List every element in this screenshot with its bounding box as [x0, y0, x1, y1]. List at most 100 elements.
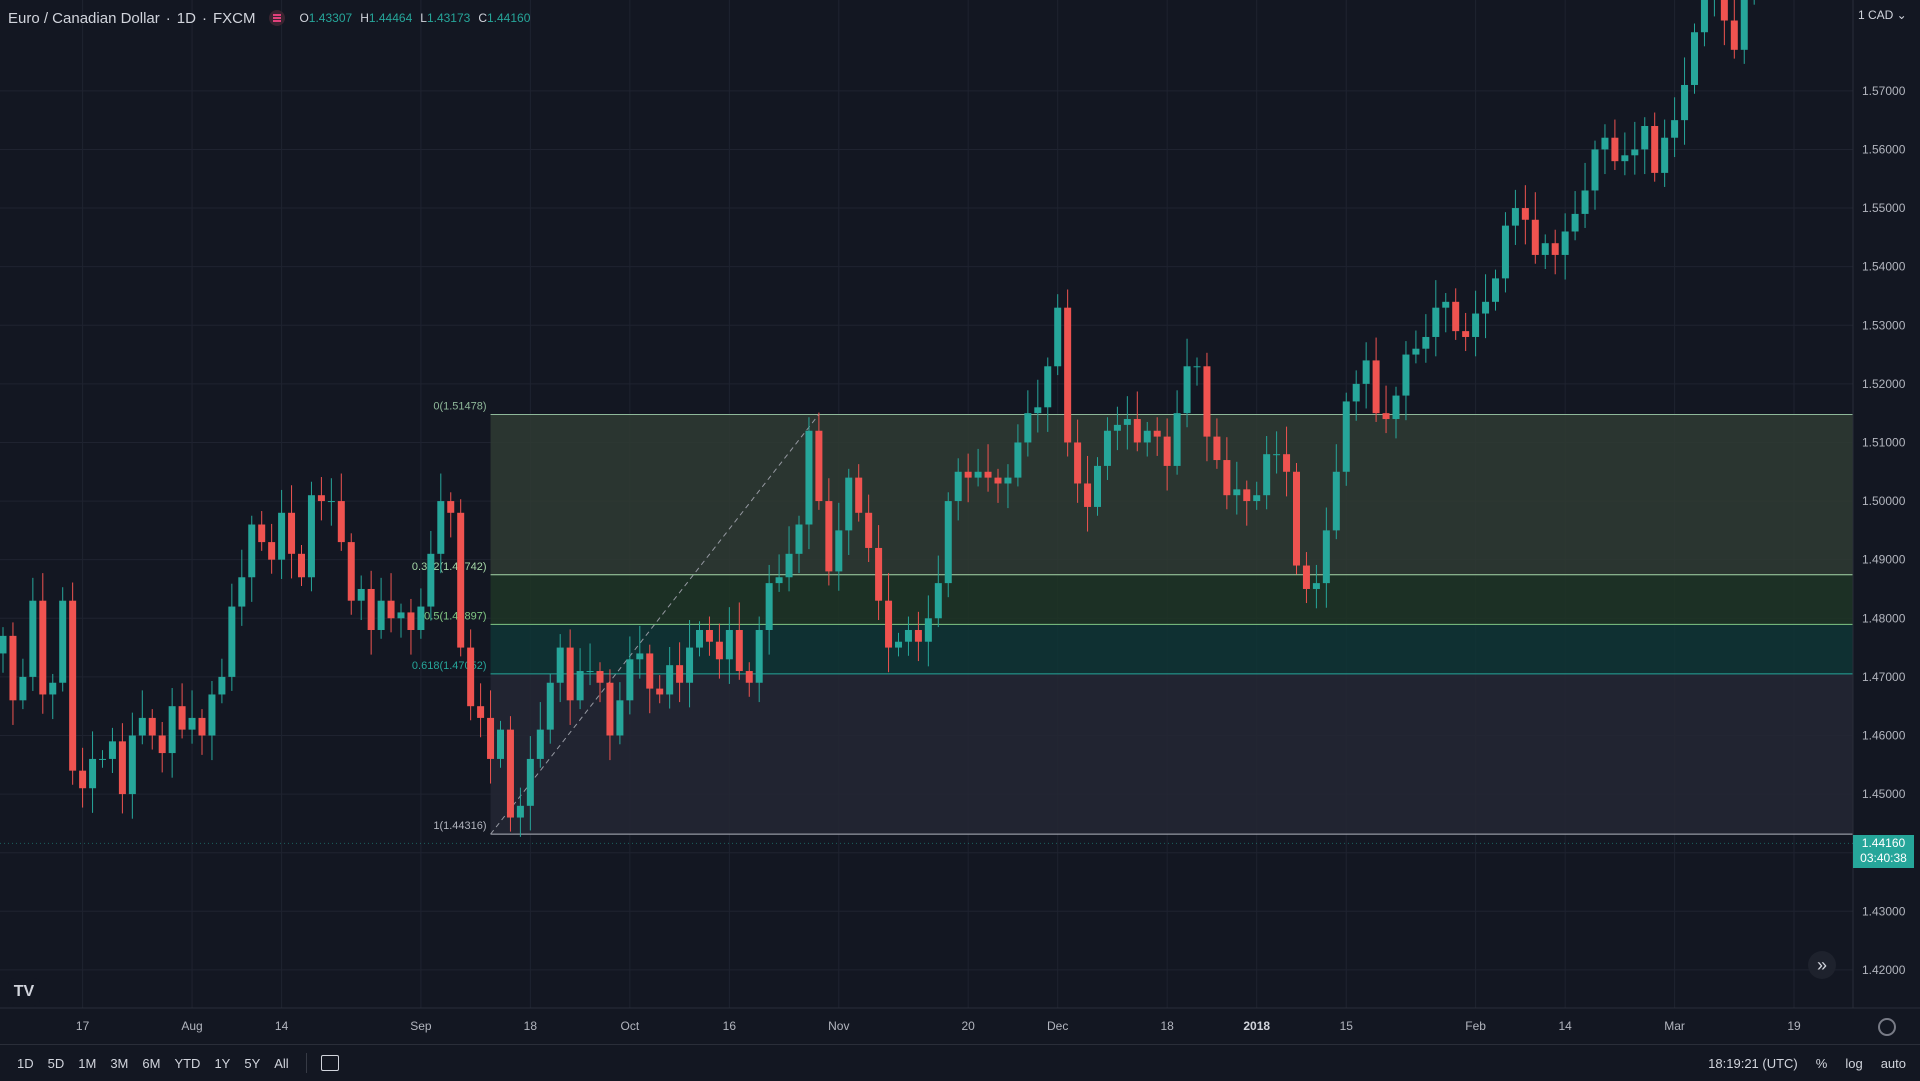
candle-body	[79, 770, 87, 789]
price-axis[interactable]: 1.57000 1.56000 1.55000 1.54000 1.53000 1.520…	[1862, 84, 1906, 977]
range-1m[interactable]: 1M	[78, 1055, 97, 1071]
candle	[1243, 480, 1251, 526]
candle	[1641, 117, 1649, 175]
candle	[1462, 312, 1470, 352]
low-value: 1.43173	[426, 11, 471, 25]
candle-body	[676, 665, 684, 683]
scroll-to-realtime-icon[interactable]: »	[1808, 951, 1836, 979]
candle-body	[755, 630, 763, 683]
candle	[686, 620, 694, 708]
candle-body	[1432, 307, 1440, 337]
candle-body	[317, 495, 325, 502]
candle-body	[1213, 436, 1221, 461]
candle	[1143, 421, 1151, 457]
candle	[9, 622, 17, 725]
range-5d[interactable]: 5D	[47, 1055, 65, 1071]
candle-body	[1024, 413, 1032, 443]
candle-body	[1581, 190, 1589, 214]
candle-body	[128, 735, 136, 795]
date-range-buttons: 1D 5D 1M 3M 6M YTD 1Y 5Y All	[10, 1052, 296, 1075]
log-toggle[interactable]: log	[1845, 1055, 1863, 1071]
fib-level-label: 1(1.44316)	[433, 820, 486, 832]
candle	[307, 481, 315, 592]
candle	[566, 629, 574, 725]
candle	[248, 515, 256, 602]
candle	[755, 616, 763, 703]
candle	[1581, 162, 1589, 228]
candle-body	[1034, 407, 1042, 414]
candle	[168, 688, 176, 778]
symbol-name[interactable]: Euro / Canadian Dollar	[8, 9, 160, 27]
candle	[865, 494, 873, 563]
candle-body	[745, 671, 753, 683]
tradingview-logo-icon[interactable]: TV	[8, 978, 40, 1006]
candle-body	[506, 729, 514, 818]
candle	[1691, 23, 1698, 94]
candle-body	[974, 471, 982, 478]
candle	[477, 683, 485, 738]
candlestick-chart[interactable]: 0(1.51478) 0.382(1.48742) 0.5(1.47897) 0.61…	[0, 0, 1920, 1044]
candle	[1432, 280, 1440, 357]
candle	[317, 477, 325, 521]
candle	[1004, 464, 1012, 509]
range-5y[interactable]: 5Y	[244, 1055, 261, 1071]
candle	[1113, 406, 1121, 451]
candle-body	[1223, 460, 1231, 496]
fib-zone	[490, 673, 1853, 835]
candle-body	[248, 524, 256, 578]
time-axis[interactable]: 17 Aug 14 Sep 18 Oct 16 Nov 20 Dec 18 2018 15 Feb 14 Ma…	[76, 1019, 1801, 1033]
high-value: 1.44464	[368, 11, 413, 25]
go-to-date-icon[interactable]	[320, 1055, 339, 1071]
candle	[626, 636, 634, 715]
candle	[1153, 417, 1161, 456]
time-tick-label: 19	[1787, 1019, 1801, 1033]
candle-body	[715, 641, 723, 660]
candle	[885, 573, 893, 673]
candle	[178, 683, 186, 739]
bar-countdown: 03:40:38	[1860, 851, 1907, 866]
fibonacci-retracement[interactable]: 0(1.51478) 0.382(1.48742) 0.5(1.47897) 0.61…	[412, 400, 1853, 835]
candle-body	[725, 630, 733, 660]
fib-zone	[490, 574, 1853, 625]
candle	[1482, 274, 1490, 339]
candle-body	[377, 600, 385, 630]
settings-gear-icon[interactable]	[1878, 1018, 1896, 1036]
range-1y[interactable]: 1Y	[214, 1055, 231, 1071]
candle-body	[1283, 454, 1291, 472]
candle-body	[1720, 0, 1728, 21]
auto-toggle[interactable]: auto	[1880, 1055, 1906, 1071]
candle	[1183, 338, 1191, 428]
candle-body	[59, 600, 67, 683]
candle-body	[1422, 336, 1430, 349]
candle	[745, 662, 753, 697]
candle	[576, 648, 584, 710]
candle	[1332, 444, 1340, 540]
candle-body	[696, 630, 703, 648]
range-6m[interactable]: 6M	[142, 1055, 161, 1071]
candle	[516, 787, 524, 837]
currency-unit-button[interactable]: 1 CAD ⌄	[1858, 8, 1907, 22]
candle	[357, 575, 365, 621]
range-ytd[interactable]: YTD	[174, 1055, 201, 1071]
candle	[29, 577, 37, 691]
candle-body	[1193, 366, 1201, 368]
candle-body	[1372, 360, 1380, 414]
utc-clock[interactable]: 18:19:21 (UTC)	[1708, 1055, 1798, 1071]
candle	[337, 473, 345, 551]
range-1d[interactable]: 1D	[17, 1055, 34, 1071]
interval-label[interactable]: 1D	[176, 9, 196, 27]
candle	[89, 731, 97, 813]
candle-body	[278, 512, 286, 560]
candle	[1661, 119, 1669, 187]
candle	[1541, 234, 1549, 269]
range-all[interactable]: All	[274, 1055, 289, 1071]
percent-toggle[interactable]: %	[1815, 1055, 1828, 1071]
candle-body	[228, 606, 236, 677]
candle	[1412, 330, 1420, 364]
market-status-icon[interactable]	[269, 10, 286, 26]
range-3m[interactable]: 3M	[110, 1055, 129, 1071]
candle-body	[258, 524, 266, 543]
candle	[1133, 391, 1141, 452]
candle-body	[1730, 20, 1738, 50]
candle-body	[0, 635, 7, 654]
